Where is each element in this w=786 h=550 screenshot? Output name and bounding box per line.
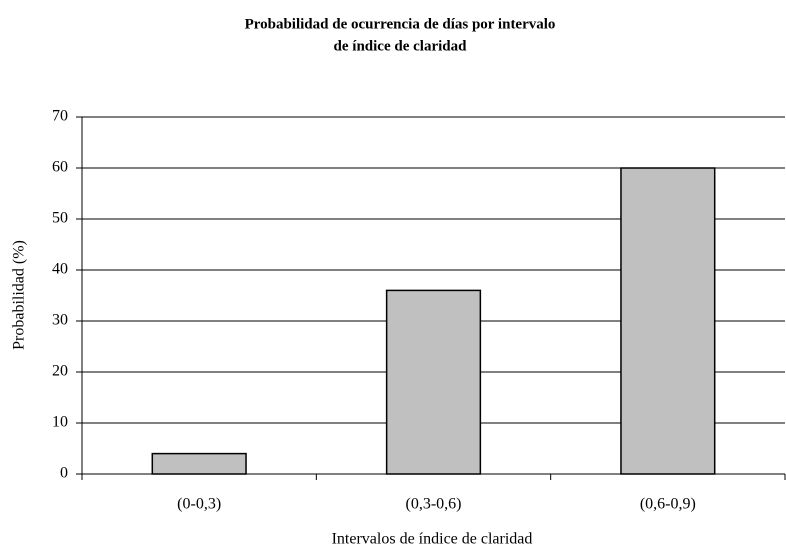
x-tick-label: (0,6-0,9) bbox=[640, 496, 696, 513]
bar bbox=[151, 452, 247, 475]
x-axis-label: Intervalos de índice de claridad bbox=[332, 531, 533, 548]
y-axis-label: Probabilidad (%) bbox=[11, 240, 28, 350]
y-tick-label: 0 bbox=[60, 465, 68, 482]
bar bbox=[620, 167, 716, 475]
x-tick-label: (0-0,3) bbox=[177, 496, 221, 513]
chart-title: de índice de claridad bbox=[334, 38, 468, 54]
chart-title: Probabilidad de ocurrencia de días por i… bbox=[245, 16, 556, 32]
y-tick-label: 50 bbox=[52, 210, 68, 227]
y-tick-label: 40 bbox=[52, 261, 68, 278]
y-tick-label: 60 bbox=[52, 159, 68, 176]
y-tick-label: 20 bbox=[52, 363, 68, 380]
y-tick-label: 70 bbox=[52, 108, 68, 125]
bar bbox=[385, 289, 482, 475]
x-tick-label: (0,3-0,6) bbox=[406, 496, 462, 513]
y-tick-label: 30 bbox=[52, 312, 68, 329]
y-tick-label: 10 bbox=[52, 414, 68, 431]
